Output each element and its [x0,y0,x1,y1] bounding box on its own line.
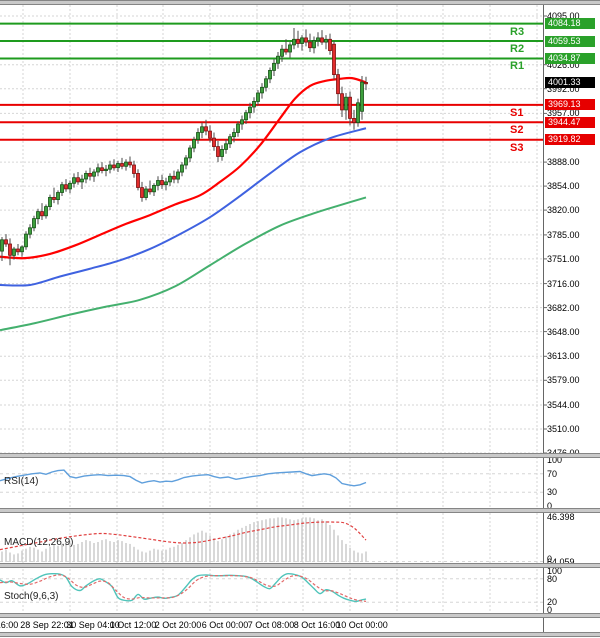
panel-separator-macd-stoch[interactable] [0,563,600,568]
panel-separator-stoch-timeaxis [0,613,600,618]
panel-separator-rsi-macd[interactable] [0,508,600,513]
panel-separator-main-rsi[interactable] [0,453,600,458]
window-bottom-bar [0,632,600,637]
panel-separator-top [0,0,600,5]
